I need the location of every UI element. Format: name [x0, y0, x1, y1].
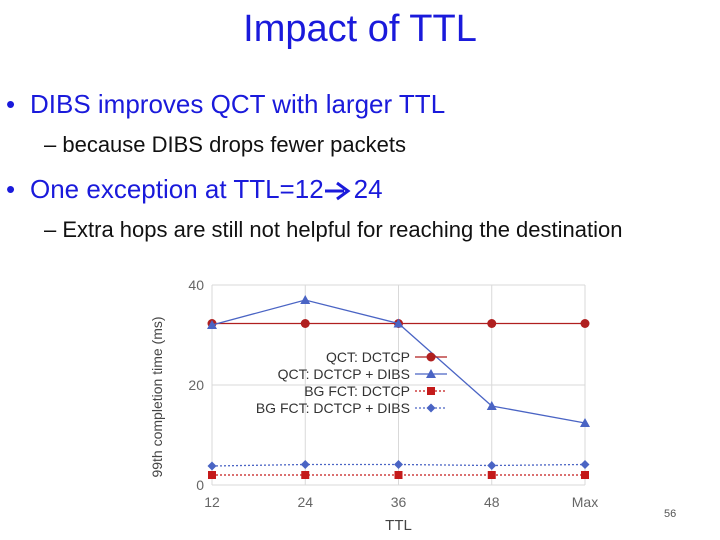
data-point — [581, 471, 589, 479]
data-point — [208, 471, 216, 479]
y-axis-label: 99th completion time (ms) — [149, 316, 165, 477]
y-tick-label: 20 — [188, 377, 204, 393]
data-point — [426, 369, 436, 378]
data-point — [301, 471, 310, 479]
x-axis-label: TTL — [385, 517, 412, 534]
bullet-2: • One exception at TTL=12 24 — [6, 174, 383, 205]
bullet-1-text: DIBS improves QCT with larger TTL — [30, 89, 446, 119]
data-point — [580, 319, 590, 328]
data-point — [487, 461, 497, 470]
legend-label: BG FCT: DCTCP + DIBS — [256, 400, 410, 416]
x-tick-label: 12 — [204, 494, 220, 510]
data-point — [394, 460, 403, 469]
bullet-marker: • — [6, 89, 16, 119]
bullet-marker: • — [6, 174, 16, 204]
data-point — [580, 460, 590, 469]
bullet-2-text-pre: One exception at TTL=12 — [30, 174, 324, 204]
y-tick-label: 40 — [188, 277, 204, 293]
data-point — [300, 460, 310, 469]
x-tick-label: 48 — [484, 494, 500, 510]
sub-bullet-1: – because DIBS drops fewer packets — [44, 132, 406, 157]
legend-label: QCT: DCTCP — [326, 349, 410, 365]
legend-label: QCT: DCTCP + DIBS — [278, 366, 410, 382]
data-point — [487, 319, 497, 328]
data-point — [207, 461, 217, 471]
data-point — [393, 318, 404, 328]
y-tick-label: 0 — [196, 477, 204, 493]
bullet-1: • DIBS improves QCT with larger TTL — [6, 89, 445, 120]
data-point — [300, 319, 310, 328]
legend-label: BG FCT: DCTCP — [304, 383, 410, 399]
x-tick-label: 36 — [391, 494, 407, 510]
x-tick-label: 24 — [297, 494, 313, 510]
data-point — [487, 471, 496, 479]
data-point — [580, 418, 590, 427]
bullet-2-text-post: 24 — [353, 174, 383, 204]
data-point — [426, 352, 436, 362]
data-point — [426, 403, 436, 413]
data-point — [207, 320, 217, 329]
page-number: 56 — [664, 508, 677, 520]
x-tick-label: Max — [572, 494, 598, 510]
data-point — [427, 387, 435, 395]
data-point — [394, 471, 403, 479]
right-arrow-icon — [324, 181, 351, 201]
data-point — [486, 401, 497, 410]
data-point — [300, 295, 311, 304]
sub-bullet-2: – Extra hops are still not helpful for r… — [44, 217, 623, 242]
slide-title: Impact of TTL — [243, 8, 477, 50]
